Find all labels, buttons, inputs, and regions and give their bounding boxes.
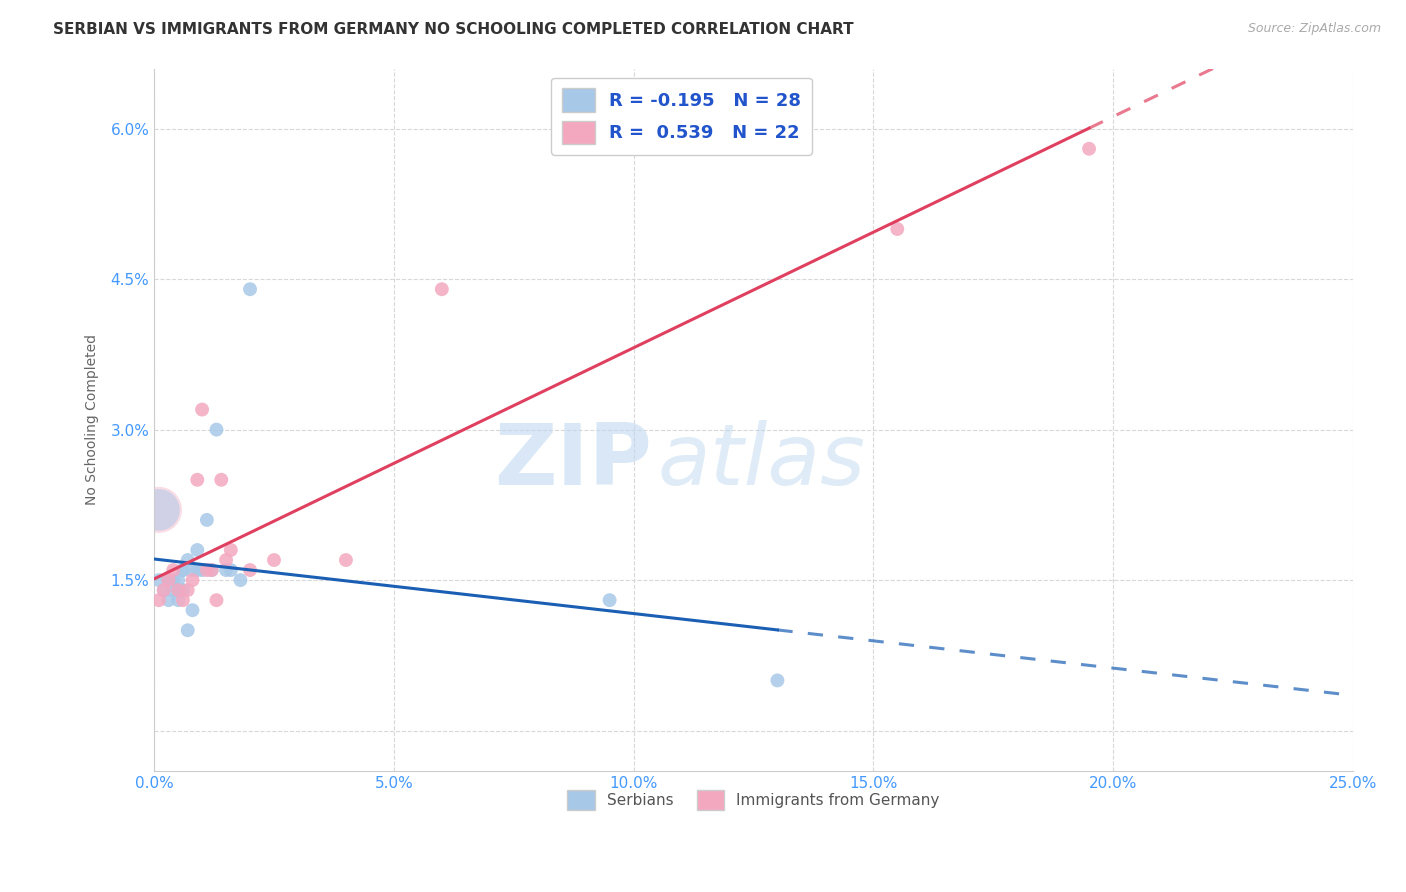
Point: [195, 513, 218, 527]
Point: [157, 573, 180, 587]
Point: [167, 583, 190, 598]
Point: [599, 593, 621, 607]
Text: Source: ZipAtlas.com: Source: ZipAtlas.com: [1247, 22, 1381, 36]
Text: ZIP: ZIP: [494, 420, 651, 503]
Point: [201, 563, 224, 577]
Point: [162, 573, 184, 587]
Legend: Serbians, Immigrants from Germany: Serbians, Immigrants from Germany: [561, 784, 946, 815]
Point: [229, 573, 252, 587]
Point: [148, 593, 170, 607]
Point: [167, 573, 190, 587]
Point: [430, 282, 453, 296]
Point: [219, 543, 242, 558]
Point: [209, 473, 232, 487]
Point: [148, 573, 170, 587]
Point: [191, 563, 214, 577]
Point: [239, 282, 262, 296]
Point: [167, 593, 190, 607]
Point: [239, 563, 262, 577]
Point: [205, 423, 228, 437]
Point: [177, 553, 200, 567]
Y-axis label: No Schooling Completed: No Schooling Completed: [86, 334, 100, 505]
Point: [181, 603, 204, 617]
Point: [215, 553, 238, 567]
Text: SERBIAN VS IMMIGRANTS FROM GERMANY NO SCHOOLING COMPLETED CORRELATION CHART: SERBIAN VS IMMIGRANTS FROM GERMANY NO SC…: [53, 22, 853, 37]
Point: [886, 222, 908, 236]
Point: [157, 573, 180, 587]
Point: [186, 563, 208, 577]
Point: [172, 593, 194, 607]
Text: atlas: atlas: [658, 420, 866, 503]
Point: [186, 543, 208, 558]
Point: [148, 503, 170, 517]
Point: [219, 563, 242, 577]
Point: [215, 563, 238, 577]
Point: [157, 593, 180, 607]
Point: [172, 563, 194, 577]
Point: [181, 563, 204, 577]
Point: [191, 402, 214, 417]
Point: [162, 583, 184, 598]
Point: [172, 563, 194, 577]
Point: [162, 563, 184, 577]
Point: [152, 583, 174, 598]
Point: [152, 583, 174, 598]
Point: [177, 583, 200, 598]
Point: [263, 553, 285, 567]
Point: [201, 563, 224, 577]
Point: [172, 583, 194, 598]
Point: [167, 583, 190, 598]
Point: [195, 563, 218, 577]
Point: [186, 473, 208, 487]
Point: [766, 673, 789, 688]
Point: [177, 624, 200, 638]
Point: [181, 573, 204, 587]
Point: [205, 593, 228, 607]
Point: [1078, 142, 1101, 156]
Point: [148, 503, 170, 517]
Point: [335, 553, 357, 567]
